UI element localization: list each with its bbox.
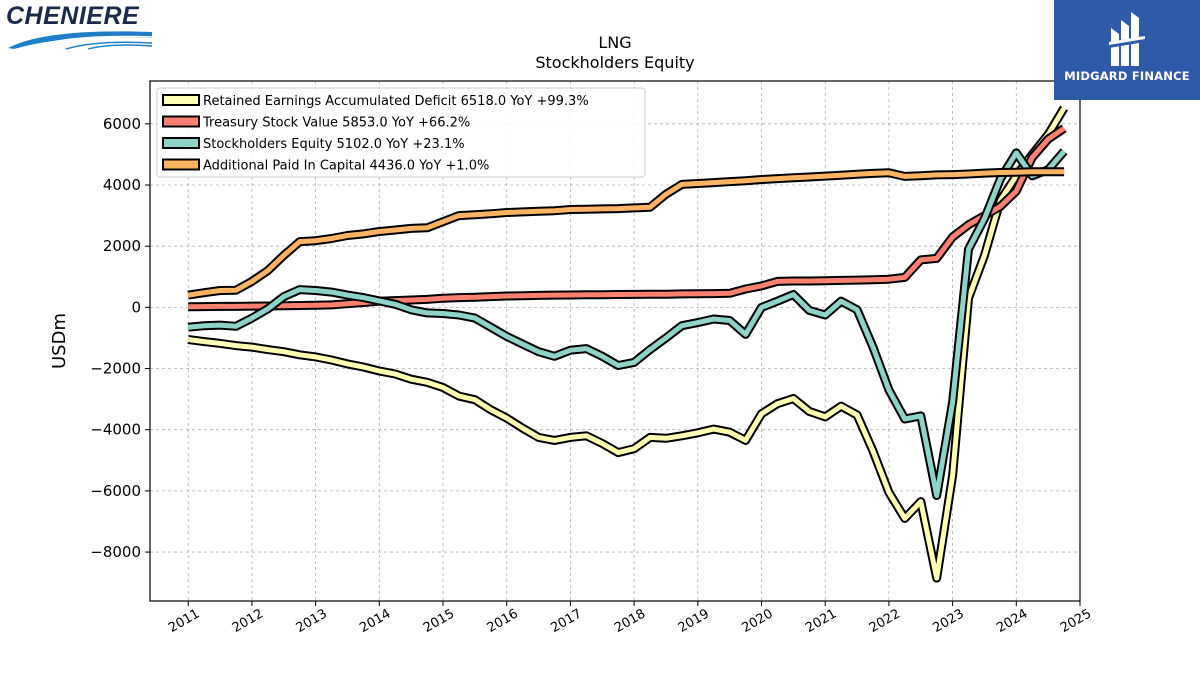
x-tick-label: 2022 xyxy=(867,606,903,636)
series-3-line xyxy=(187,169,1065,298)
legend-swatch-3 xyxy=(162,158,200,171)
series-3-outline xyxy=(187,167,1065,300)
x-tick-label: 2024 xyxy=(994,606,1030,636)
y-tick-label: 6000 xyxy=(103,115,141,133)
x-tick-label: 2025 xyxy=(1058,606,1094,636)
x-tick-label: 2011 xyxy=(166,606,202,636)
midgard-emblem-icon xyxy=(1109,12,1145,66)
legend-swatch-2 xyxy=(162,137,200,149)
y-tick-label: −2000 xyxy=(90,360,141,378)
x-tick-label: 2018 xyxy=(612,606,648,636)
x-tick-label: 2013 xyxy=(294,606,330,636)
y-axis-label: USDm xyxy=(49,313,70,369)
chart-title: LNG xyxy=(598,33,631,52)
legend-entry-3: Additional Paid In Capital 4436.0 YoY +1… xyxy=(203,159,489,174)
midgard-finance-logo: MIDGARD FINANCE xyxy=(1054,0,1200,100)
legend-entry-1: Treasury Stock Value 5853.0 YoY +66.2% xyxy=(202,116,470,131)
x-tick-label: 2023 xyxy=(931,606,967,636)
y-tick-label: −8000 xyxy=(90,543,141,561)
chart-subtitle: Stockholders Equity xyxy=(535,53,694,72)
x-tick-label: 2014 xyxy=(357,606,393,636)
series-2-line xyxy=(187,149,1066,498)
y-tick-label: −6000 xyxy=(90,482,141,500)
legend-swatch-0 xyxy=(162,94,200,106)
legend-entry-2: Stockholders Equity 5102.0 YoY +23.1% xyxy=(203,137,465,152)
series-0-line xyxy=(187,106,1067,581)
plot-frame xyxy=(149,80,1081,602)
x-tick-label: 2016 xyxy=(485,606,521,636)
x-tick-label: 2021 xyxy=(803,606,839,636)
x-tick-label: 2020 xyxy=(739,606,775,636)
y-tick-label: 0 xyxy=(131,298,141,316)
series-2-outline xyxy=(187,148,1068,500)
midgard-logo-text: MIDGARD FINANCE xyxy=(1064,69,1190,83)
y-tick-label: 4000 xyxy=(103,176,141,194)
y-tick-label: 2000 xyxy=(103,237,141,255)
legend-box xyxy=(156,87,646,178)
y-tick-label: −4000 xyxy=(90,421,141,439)
cheniere-logo: CHENIERE xyxy=(6,2,156,52)
cheniere-swoosh-icon xyxy=(8,31,153,50)
x-tick-label: 2012 xyxy=(230,606,266,636)
x-tick-label: 2017 xyxy=(548,606,584,636)
x-tick-label: 2019 xyxy=(676,606,712,636)
cheniere-logo-text: CHENIERE xyxy=(6,2,140,30)
legend-swatch-1 xyxy=(162,115,200,128)
series-1-line xyxy=(188,126,1066,310)
x-tick-label: 2015 xyxy=(421,606,457,636)
legend-entry-0: Retained Earnings Accumulated Deficit 65… xyxy=(203,94,589,109)
